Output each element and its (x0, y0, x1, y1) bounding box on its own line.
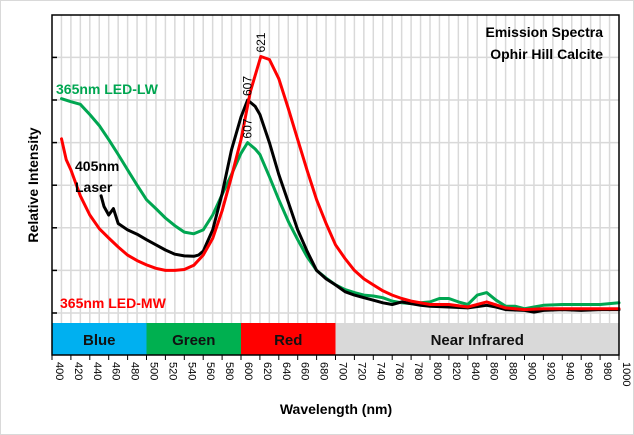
peak-label: 607 (241, 76, 255, 96)
x-tick-label: 740 (374, 362, 386, 380)
x-tick-labels: 400 420 440 460 480 500 520 540 560 580 600 620 640 6… (53, 362, 632, 386)
x-tick-label: 860 (488, 362, 500, 380)
x-tick-label: 580 (223, 362, 235, 380)
x-tick-label: 500 (148, 362, 160, 380)
x-tick-label: 400 (53, 362, 65, 380)
x-tick-label: 960 (582, 362, 594, 380)
x-tick-label: 980 (601, 362, 613, 380)
series-line-365nm-led-lw (60, 97, 621, 311)
series-line-405nm-laser (99, 98, 621, 314)
x-tick-label: 840 (469, 362, 481, 380)
x-tick-label: 800 (431, 362, 443, 380)
y-axis-title: Relative Intensity (25, 127, 41, 242)
color-bands: Blue Green Red Near Infrared (52, 323, 619, 355)
x-tick-label: 460 (110, 362, 122, 380)
x-tick-label: 440 (91, 362, 103, 380)
x-tick-label: 640 (280, 362, 292, 380)
x-tick-label: 1000 (620, 362, 632, 386)
series-line-365nm-led-mw (60, 55, 621, 312)
band-label: Near Infrared (431, 332, 524, 349)
band-blue (52, 323, 147, 355)
legend-label-laser: Laser (75, 179, 113, 195)
grid (52, 15, 619, 323)
chart-title-line-2: Ophir Hill Calcite (490, 46, 603, 62)
x-tick-label: 560 (204, 362, 216, 380)
x-tick-label: 780 (412, 362, 424, 380)
x-tick-label: 660 (299, 362, 311, 380)
x-tick-label: 520 (166, 362, 178, 380)
legend-label-365nm-led-lw: 365nm LED-LW (56, 81, 159, 97)
legend-label-405nm: 405nm (75, 158, 119, 174)
peak-labels: 607 607 621 (241, 32, 268, 138)
x-tick-label: 920 (544, 362, 556, 380)
x-tick-label: 820 (450, 362, 462, 380)
band-green (146, 323, 241, 355)
x-axis-title: Wavelength (nm) (280, 401, 392, 417)
x-tick-label: 700 (337, 362, 349, 380)
chart-title-line-1: Emission Spectra (486, 24, 604, 40)
x-tick-label: 480 (129, 362, 141, 380)
x-tick-label: 900 (526, 362, 538, 380)
x-tick-label: 940 (563, 362, 575, 380)
band-label: Blue (83, 332, 116, 349)
x-tick-label: 600 (242, 362, 254, 380)
band-label: Red (274, 332, 302, 349)
series-lines (60, 55, 621, 314)
band-near-infrared (335, 323, 619, 355)
x-tick-label: 620 (261, 362, 273, 380)
peak-label: 621 (254, 32, 268, 52)
x-tick-label: 720 (355, 362, 367, 380)
x-tick-label: 420 (72, 362, 84, 380)
legend-label-365nm-led-mw: 365nm LED-MW (60, 295, 167, 311)
x-tick-label: 880 (507, 362, 519, 380)
x-tick-label: 680 (318, 362, 330, 380)
annotations: Emission Spectra Ophir Hill Calcite 365n… (25, 24, 603, 417)
band-label: Green (172, 332, 215, 349)
peak-label: 607 (241, 118, 255, 138)
axes (51, 14, 620, 360)
band-red (241, 323, 336, 355)
x-tick-label: 760 (393, 362, 405, 380)
x-tick-label: 540 (185, 362, 197, 380)
